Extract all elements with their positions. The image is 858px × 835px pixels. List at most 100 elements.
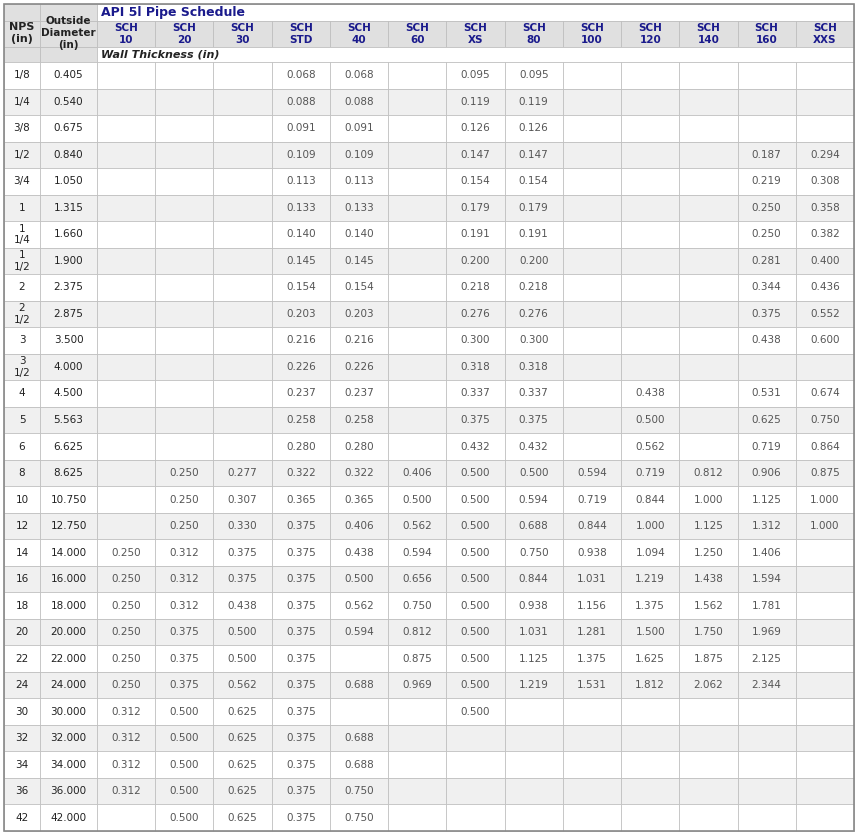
- Bar: [621, 248, 680, 274]
- Bar: [272, 752, 330, 778]
- Text: 0.600: 0.600: [810, 336, 840, 346]
- Bar: [97, 752, 155, 778]
- Bar: [446, 804, 505, 831]
- Bar: [795, 778, 854, 804]
- Text: 0.405: 0.405: [54, 70, 83, 80]
- Bar: [40, 645, 97, 672]
- Bar: [738, 221, 795, 248]
- Bar: [505, 460, 563, 486]
- Bar: [795, 619, 854, 645]
- Bar: [214, 354, 272, 380]
- Text: 0.500: 0.500: [170, 812, 199, 822]
- Text: 24.000: 24.000: [51, 681, 87, 691]
- Bar: [272, 62, 330, 89]
- Bar: [330, 566, 388, 592]
- Bar: [388, 460, 446, 486]
- Text: 0.375: 0.375: [286, 760, 316, 770]
- Text: 1.000: 1.000: [693, 494, 723, 504]
- Text: 0.562: 0.562: [635, 442, 665, 452]
- Bar: [621, 619, 680, 645]
- Bar: [621, 195, 680, 221]
- Text: SCH
120: SCH 120: [638, 23, 662, 45]
- Text: 0.625: 0.625: [752, 415, 782, 425]
- Text: 20: 20: [15, 627, 28, 637]
- Bar: [563, 327, 621, 354]
- Bar: [272, 778, 330, 804]
- Bar: [621, 168, 680, 195]
- Bar: [4, 725, 40, 752]
- Bar: [40, 354, 97, 380]
- Text: 0.191: 0.191: [519, 230, 548, 240]
- Bar: [272, 168, 330, 195]
- Text: 0.594: 0.594: [519, 494, 548, 504]
- Bar: [621, 21, 680, 47]
- Bar: [795, 752, 854, 778]
- Bar: [680, 513, 738, 539]
- Bar: [505, 168, 563, 195]
- Bar: [97, 274, 155, 301]
- Bar: [738, 778, 795, 804]
- Bar: [563, 274, 621, 301]
- Bar: [330, 221, 388, 248]
- Text: SCH
80: SCH 80: [522, 23, 546, 45]
- Bar: [97, 142, 155, 168]
- Bar: [97, 4, 854, 21]
- Text: 0.688: 0.688: [344, 760, 374, 770]
- Bar: [330, 725, 388, 752]
- Bar: [272, 645, 330, 672]
- Text: 0.250: 0.250: [112, 600, 141, 610]
- Bar: [155, 592, 214, 619]
- Text: 3.500: 3.500: [54, 336, 83, 346]
- Text: 8: 8: [19, 468, 26, 478]
- Bar: [388, 539, 446, 566]
- Bar: [214, 195, 272, 221]
- Text: 0.688: 0.688: [344, 733, 374, 743]
- Bar: [795, 21, 854, 47]
- Bar: [155, 619, 214, 645]
- Bar: [388, 274, 446, 301]
- Text: 1.312: 1.312: [752, 521, 782, 531]
- Bar: [97, 407, 155, 433]
- Bar: [505, 274, 563, 301]
- Text: 0.109: 0.109: [344, 149, 374, 159]
- Bar: [214, 725, 272, 752]
- Text: 1.094: 1.094: [635, 548, 665, 558]
- Text: 4: 4: [19, 388, 26, 398]
- Bar: [272, 195, 330, 221]
- Bar: [388, 89, 446, 115]
- Bar: [505, 672, 563, 698]
- Bar: [446, 619, 505, 645]
- Bar: [272, 274, 330, 301]
- Bar: [621, 62, 680, 89]
- Bar: [272, 327, 330, 354]
- Text: 16.000: 16.000: [51, 574, 87, 584]
- Bar: [40, 221, 97, 248]
- Bar: [680, 89, 738, 115]
- Bar: [155, 142, 214, 168]
- Text: 0.864: 0.864: [810, 442, 840, 452]
- Text: 18.000: 18.000: [51, 600, 87, 610]
- Bar: [4, 433, 40, 460]
- Text: 0.375: 0.375: [170, 681, 199, 691]
- Bar: [795, 539, 854, 566]
- Text: 0.250: 0.250: [112, 681, 141, 691]
- Text: 1.531: 1.531: [577, 681, 607, 691]
- Bar: [505, 486, 563, 513]
- Bar: [40, 539, 97, 566]
- Bar: [680, 752, 738, 778]
- Text: 0.594: 0.594: [344, 627, 374, 637]
- Text: 0.358: 0.358: [810, 203, 840, 213]
- Text: 0.540: 0.540: [54, 97, 83, 107]
- Text: 3: 3: [19, 336, 26, 346]
- Bar: [388, 619, 446, 645]
- Text: 0.812: 0.812: [693, 468, 723, 478]
- Text: 0.812: 0.812: [402, 627, 432, 637]
- Text: 0.552: 0.552: [810, 309, 840, 319]
- Bar: [155, 460, 214, 486]
- Bar: [505, 21, 563, 47]
- Bar: [446, 380, 505, 407]
- Text: 0.375: 0.375: [286, 654, 316, 664]
- Text: 0.322: 0.322: [344, 468, 374, 478]
- Text: 0.750: 0.750: [810, 415, 840, 425]
- Bar: [40, 115, 97, 142]
